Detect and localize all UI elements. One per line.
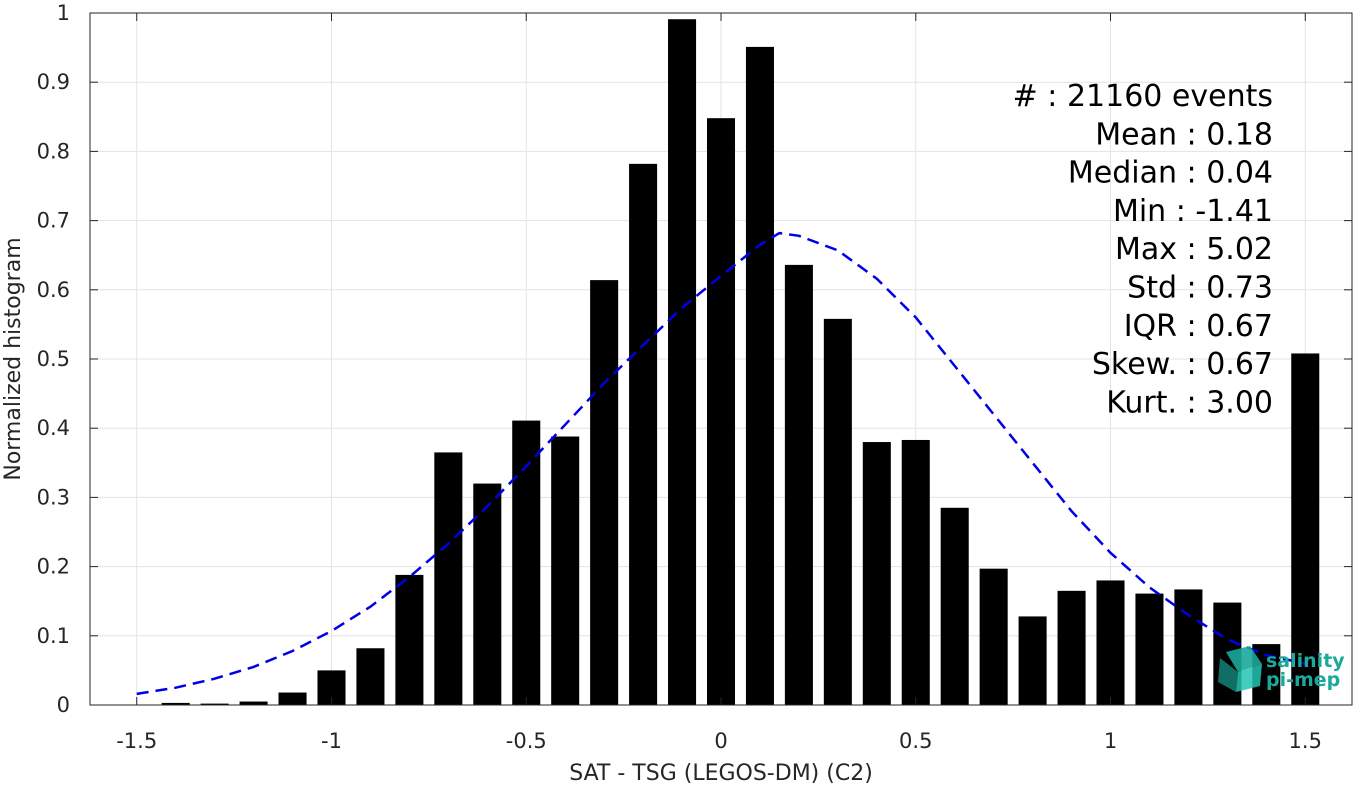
histogram-bar [434,452,463,705]
histogram-bar [629,163,658,705]
histogram-bar [473,483,502,705]
histogram-bar [901,439,930,705]
histogram-bar [1291,353,1320,705]
histogram-bar [823,318,852,705]
x-tick-label: -1.5 [116,729,157,753]
stat-line: Max : 5.02 [1115,232,1273,267]
y-tick-label: 0.5 [37,347,70,371]
y-tick-label: 0.6 [37,278,70,302]
x-tick-label: 0 [714,729,727,753]
stat-line: Median : 0.04 [1068,156,1273,191]
x-tick-label: 0.5 [899,729,932,753]
stat-line: Skew. : 0.67 [1092,347,1273,382]
y-tick-label: 0.1 [37,624,70,648]
y-tick-label: 0.2 [37,555,70,579]
histogram-bar [979,568,1008,705]
cube-icon [1218,646,1262,692]
stat-line: # : 21160 events [1013,79,1273,114]
y-tick-label: 0.4 [37,416,70,440]
logo-line1: salinity [1266,650,1345,672]
histogram-bar [239,701,268,705]
x-tick-label: 1 [1104,729,1117,753]
stat-line: Std : 0.73 [1127,271,1273,306]
y-tick-label: 0.3 [37,485,70,509]
y-tick-label: 0.7 [37,209,70,233]
stat-line: IQR : 0.67 [1124,309,1273,344]
x-tick-label: 1.5 [1289,729,1322,753]
stat-line: Mean : 0.18 [1095,117,1273,152]
histogram-bar [161,702,190,705]
histogram-bar [1096,580,1125,705]
histogram-bar [278,692,307,705]
histogram-bar [940,507,969,705]
histogram-bar [745,46,774,705]
histogram-bar [551,436,580,705]
x-axis: -1.5 -1 -0.5 0 0.5 1 1.5 [116,13,1322,753]
x-tick-label: -0.5 [506,729,547,753]
bars [161,19,1320,705]
histogram-bar [395,574,424,705]
salinity-pimep-logo: salinity pi-mep [1218,646,1345,692]
y-tick-label: 0.9 [37,70,70,94]
y-tick-label: 1 [57,1,70,25]
y-tick-label: 0 [57,693,70,717]
y-axis-label: Normalized histogram [1,237,26,480]
histogram-bar [200,703,229,705]
histogram-bar [668,19,697,705]
y-axis: 0 0.1 0.2 0.3 0.4 0.5 0.6 0.7 0.8 0.9 1 [37,1,1352,717]
histogram-bar [590,280,619,705]
y-tick-label: 0.8 [37,139,70,163]
histogram-bar [356,648,385,705]
histogram-bar [1057,590,1086,705]
histogram-bar [1174,589,1203,705]
histogram-bar [512,420,541,705]
histogram-bar [1135,593,1164,705]
histogram-bar [784,264,813,705]
x-tick-label: -1 [321,729,342,753]
fit-curve [136,231,1306,696]
histogram-bar [862,442,891,705]
logo-line2: pi-mep [1266,669,1340,691]
x-axis-label: SAT - TSG (LEGOS-DM) (C2) [569,761,873,785]
histogram-bar [1018,616,1047,705]
stat-line: Kurt. : 3.00 [1106,385,1273,420]
histogram-bar [706,118,736,705]
stat-line: Min : -1.41 [1113,194,1273,229]
